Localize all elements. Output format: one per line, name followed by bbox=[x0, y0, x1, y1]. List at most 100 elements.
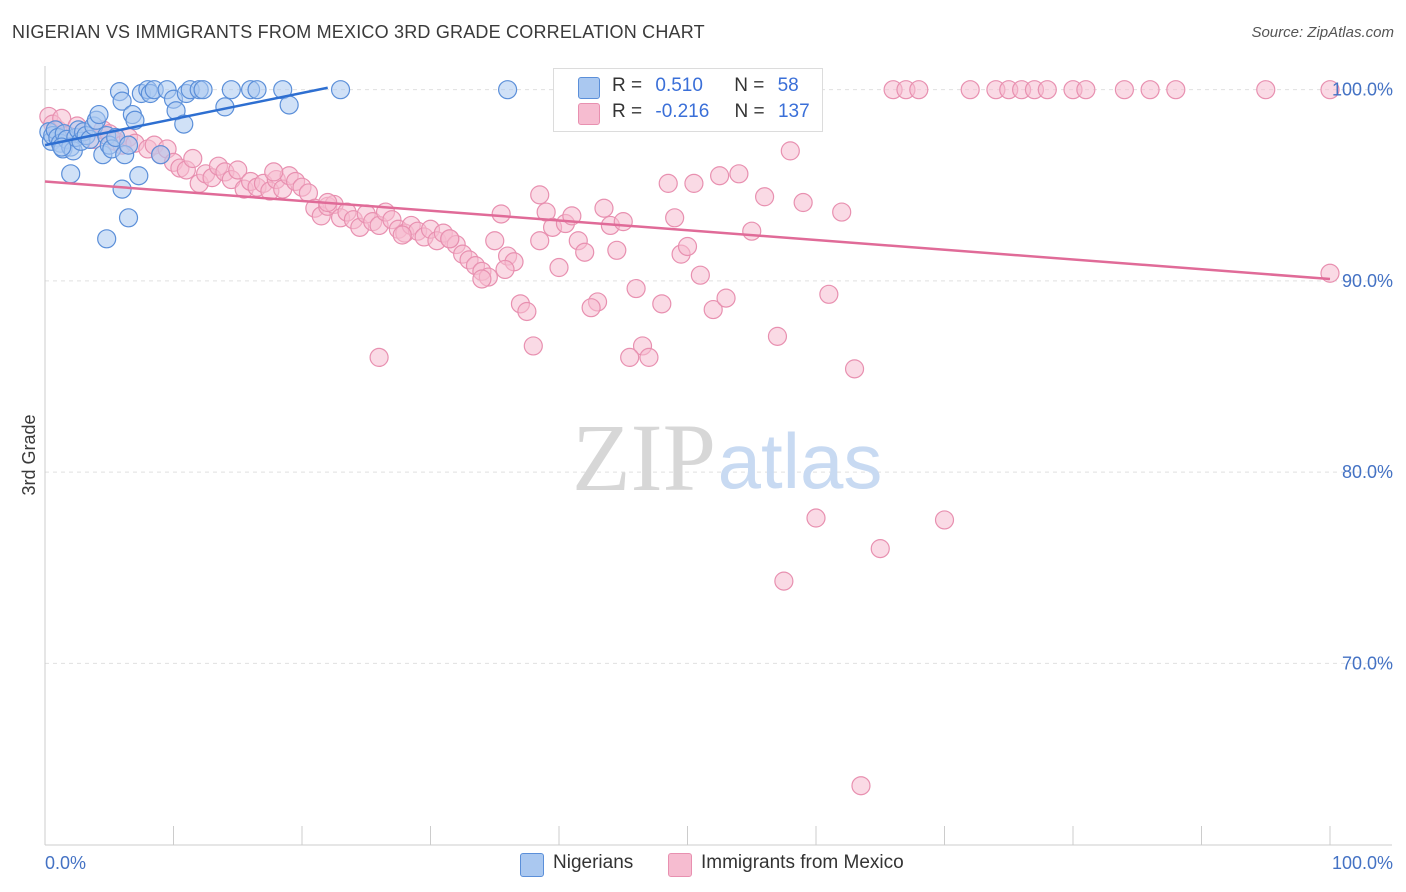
mexico-point bbox=[832, 202, 852, 222]
nigerian-point bbox=[118, 135, 139, 155]
legend-r-label: R = bbox=[612, 101, 643, 122]
series-nigerian-points bbox=[39, 80, 518, 249]
y-tick-label: 80.0% bbox=[1342, 462, 1393, 482]
nigerian-trend-line bbox=[44, 86, 328, 147]
nigerian-point bbox=[221, 80, 241, 100]
y-tick-labels: 100.0% 90.0% 80.0% 70.0% bbox=[1332, 80, 1393, 674]
mexico-point bbox=[472, 269, 492, 289]
mexico-point bbox=[626, 278, 646, 299]
mexico-point bbox=[1166, 80, 1186, 100]
mexico-point bbox=[1320, 80, 1340, 100]
axes bbox=[44, 66, 1392, 846]
legend-n-value: 137 bbox=[777, 101, 810, 122]
nigerian-point bbox=[330, 80, 351, 100]
legend-box: R = 0.510 N = 58 R = -0.216 N = 137 bbox=[553, 68, 823, 132]
y-tick-label: 90.0% bbox=[1342, 271, 1393, 291]
nigerian-point bbox=[151, 145, 171, 165]
mexico-point bbox=[909, 80, 929, 100]
mexico-point bbox=[549, 257, 569, 278]
mexico-point bbox=[392, 225, 412, 245]
nigerian-point bbox=[247, 80, 267, 100]
legend-r-value: 0.510 bbox=[655, 75, 703, 96]
trend-lines bbox=[44, 86, 1331, 281]
mexico-point bbox=[183, 148, 203, 169]
nigerian-point bbox=[89, 104, 109, 125]
chart-title: NIGERIAN VS IMMIGRANTS FROM MEXICO 3RD G… bbox=[12, 22, 705, 42]
mexico-point bbox=[870, 539, 890, 559]
watermark-zip: ZIP bbox=[572, 404, 716, 511]
source-label: Source: ZipAtlas.com bbox=[1251, 24, 1394, 41]
mexico-point bbox=[485, 231, 505, 251]
legend-r-value: -0.216 bbox=[655, 101, 710, 122]
legend-n-value: 58 bbox=[777, 75, 799, 96]
nigerian-point bbox=[112, 179, 132, 199]
mexico-point bbox=[1140, 80, 1160, 100]
mexico-point bbox=[934, 510, 955, 530]
mexico-point bbox=[581, 298, 601, 318]
mexico-point bbox=[652, 294, 672, 314]
legend-r-label: R = bbox=[612, 75, 643, 96]
mexico-point bbox=[716, 288, 736, 308]
mexico-point bbox=[690, 265, 710, 285]
mexico-point bbox=[819, 284, 839, 304]
mexico-point bbox=[607, 240, 627, 260]
mexico-point bbox=[264, 162, 284, 182]
mexico-point bbox=[806, 508, 826, 528]
nigerian-point bbox=[118, 208, 139, 228]
mexico-point bbox=[1037, 80, 1057, 100]
legend-swatch-mexico bbox=[578, 103, 600, 125]
legend-n-label: N = bbox=[734, 101, 765, 122]
mexico-point bbox=[613, 212, 633, 232]
bottom-legend-swatch-nigerians bbox=[520, 853, 544, 877]
mexico-point bbox=[530, 185, 550, 205]
mexico-point bbox=[677, 236, 698, 257]
mexico-point bbox=[1256, 80, 1276, 100]
mexico-point bbox=[1114, 80, 1135, 100]
mexico-point bbox=[530, 231, 550, 251]
mexico-point bbox=[594, 198, 614, 218]
mexico-point bbox=[575, 242, 595, 262]
mexico-point bbox=[440, 229, 460, 249]
mexico-point bbox=[665, 208, 685, 228]
mexico-point bbox=[658, 173, 678, 193]
mexico-point bbox=[703, 299, 723, 320]
mexico-point bbox=[684, 173, 704, 193]
mexico-point bbox=[620, 347, 640, 367]
mexico-point bbox=[729, 164, 749, 184]
nigerian-point bbox=[129, 166, 149, 186]
y-tick-label: 70.0% bbox=[1342, 653, 1393, 673]
nigerian-point bbox=[498, 80, 518, 100]
legend-n-label: N = bbox=[734, 75, 765, 96]
watermark-atlas: atlas bbox=[718, 417, 883, 505]
mexico-point bbox=[369, 347, 389, 367]
mexico-point bbox=[517, 301, 537, 322]
mexico-point bbox=[742, 221, 762, 241]
mexico-point bbox=[767, 326, 788, 346]
mexico-point bbox=[793, 192, 813, 213]
mexico-point bbox=[774, 571, 794, 591]
mexico-point bbox=[844, 359, 865, 379]
nigerian-point bbox=[61, 164, 81, 184]
x-tick-label: 0.0% bbox=[45, 853, 86, 873]
nigerian-point bbox=[279, 95, 299, 115]
mexico-trend-line bbox=[44, 180, 1331, 281]
mexico-point bbox=[491, 204, 511, 224]
mexico-point bbox=[523, 336, 543, 356]
mexico-point bbox=[851, 776, 871, 796]
x-tick-labels: 0.0% 100.0% bbox=[45, 853, 1393, 873]
nigerian-point bbox=[97, 229, 117, 249]
mexico-point bbox=[754, 187, 775, 207]
mexico-point bbox=[228, 160, 248, 180]
mexico-point bbox=[780, 141, 800, 161]
mexico-point bbox=[639, 347, 659, 367]
x-tick-label: 100.0% bbox=[1332, 853, 1393, 873]
y-tick-label: 100.0% bbox=[1332, 80, 1393, 100]
nigerian-point bbox=[193, 80, 213, 100]
mexico-point bbox=[1076, 80, 1096, 100]
y-axis-label: 3rd Grade bbox=[19, 414, 39, 495]
mexico-point bbox=[495, 259, 515, 280]
mexico-point bbox=[960, 80, 980, 100]
legend-swatch-nigerians bbox=[578, 77, 600, 99]
nigerian-point bbox=[174, 114, 194, 134]
